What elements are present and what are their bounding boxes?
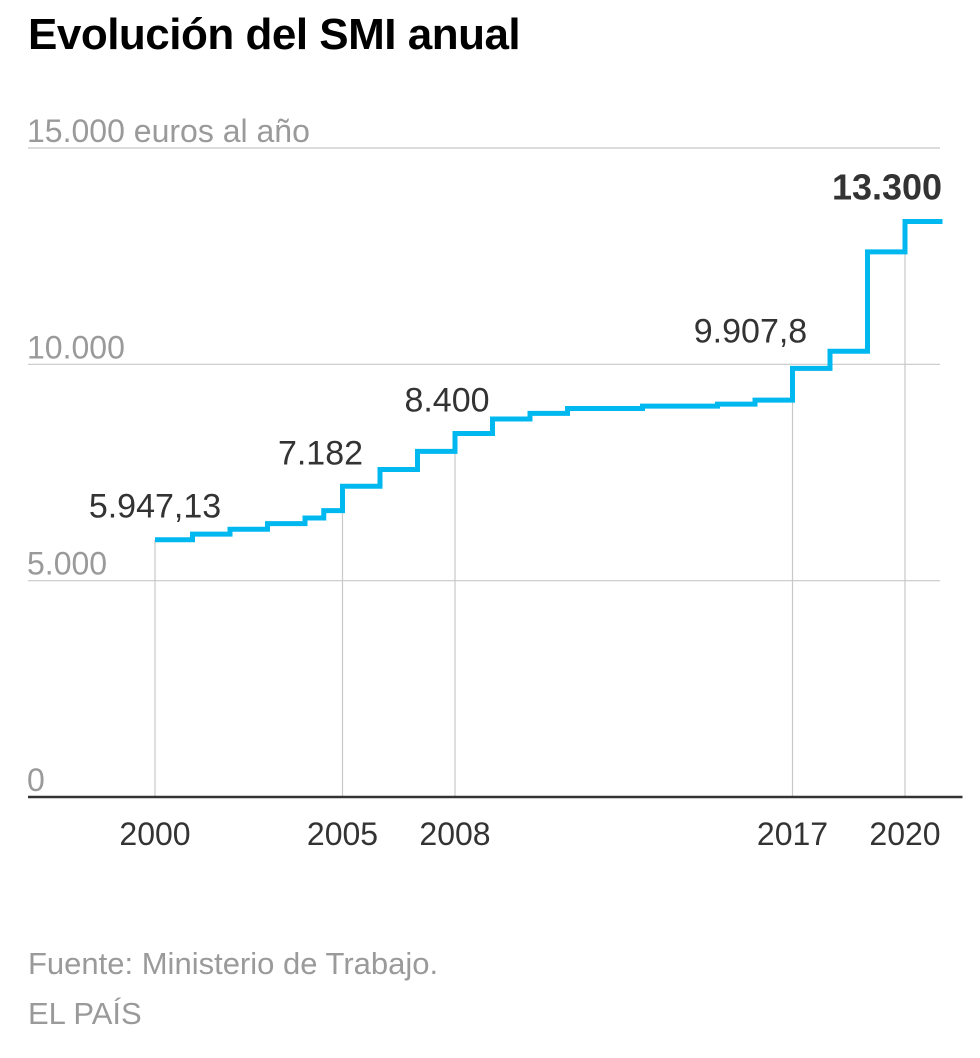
- data-label: 5.947,13: [89, 488, 221, 526]
- y-tick-label: 15.000 euros al año: [27, 113, 310, 149]
- x-tick-label: 2000: [119, 816, 190, 852]
- y-tick-label: 10.000: [27, 329, 125, 365]
- smi-step-line: [155, 219, 943, 543]
- brand-credit: EL PAÍS: [28, 996, 142, 1031]
- x-tick-label: 2008: [419, 816, 490, 852]
- source-note: Fuente: Ministerio de Trabajo.: [28, 946, 439, 981]
- x-tick-label: 2017: [757, 816, 828, 852]
- data-label: 13.300: [832, 167, 942, 208]
- x-tick-label: 2020: [869, 816, 940, 852]
- data-label: 8.400: [404, 382, 489, 420]
- chart-title: Evolución del SMI anual: [28, 10, 521, 59]
- y-tick-label: 0: [27, 762, 45, 798]
- y-tick-label: 5.000: [27, 546, 107, 582]
- data-label: 9.907,8: [694, 312, 807, 350]
- data-label: 7.182: [278, 434, 363, 472]
- x-tick-label: 2005: [307, 816, 378, 852]
